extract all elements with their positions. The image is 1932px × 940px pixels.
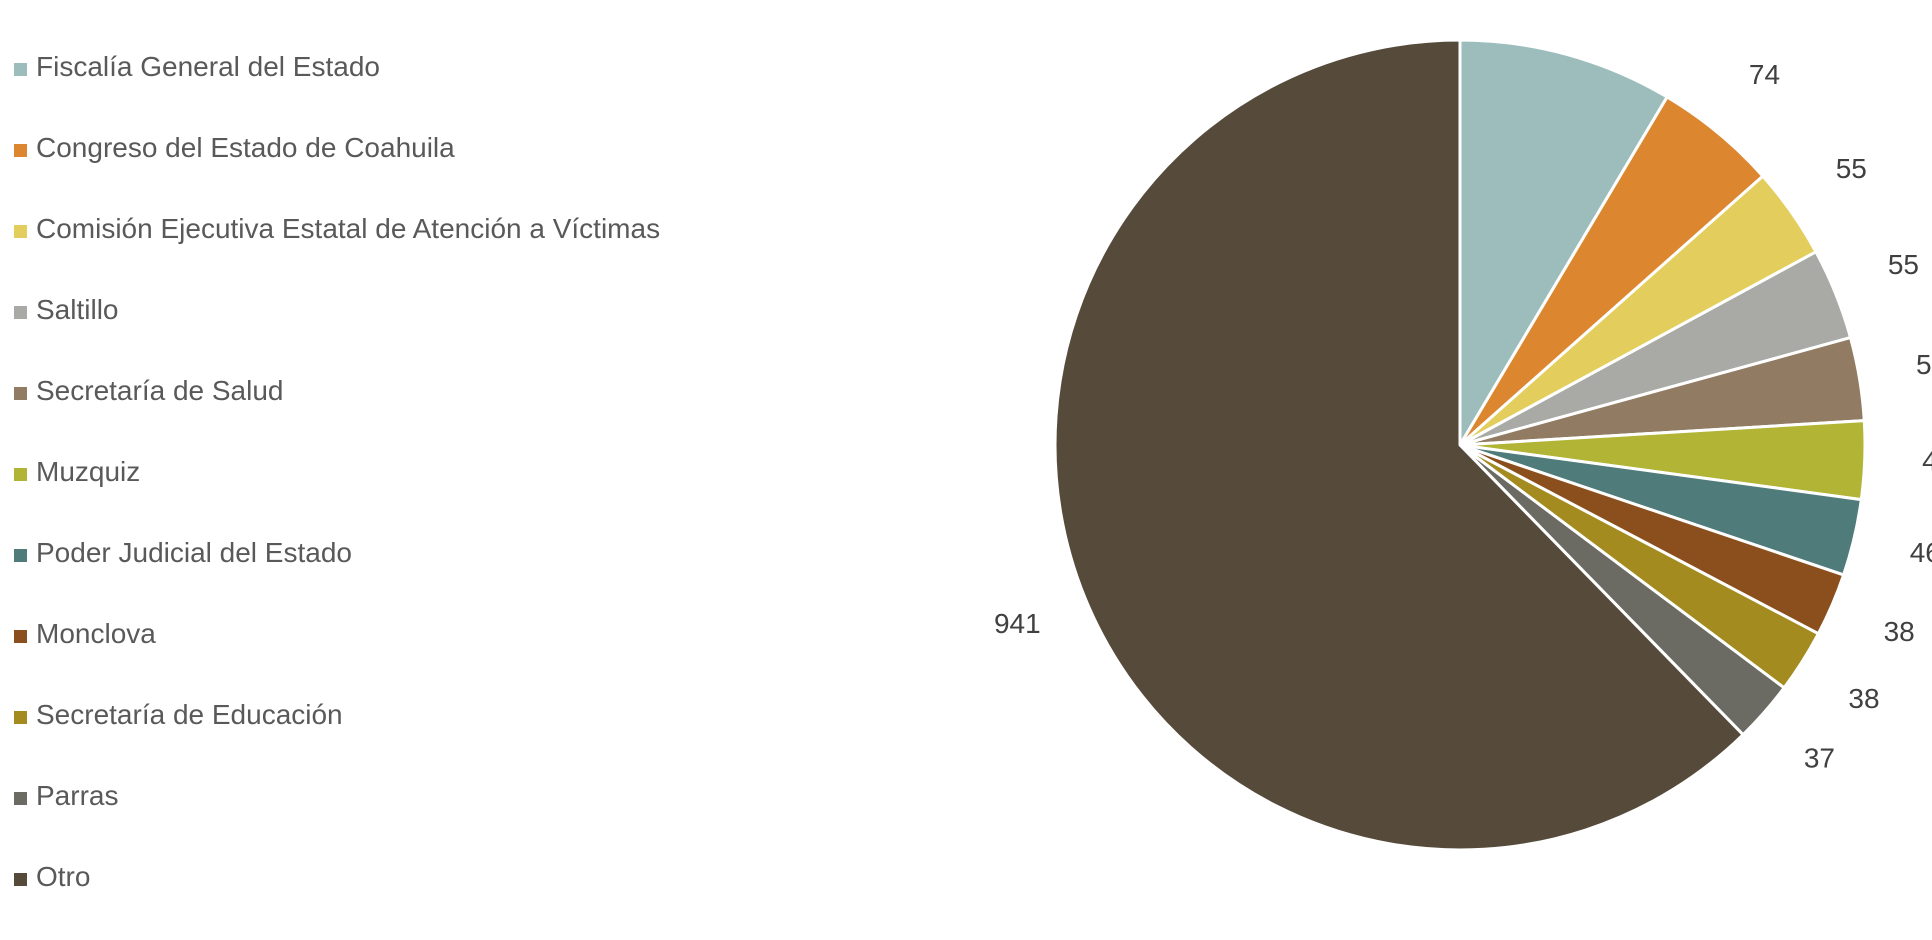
data-label: 55 <box>1836 153 1867 184</box>
data-label: 38 <box>1884 616 1915 647</box>
data-label: 47 <box>1922 445 1932 476</box>
legend-label: Comisión Ejecutiva Estatal de Atención a… <box>36 213 661 244</box>
data-label: 46 <box>1910 537 1932 568</box>
legend-swatch <box>14 630 27 643</box>
legend-item: Secretaría de Educación <box>14 697 660 778</box>
legend-item: Muzquiz <box>14 454 660 535</box>
data-label: 50 <box>1916 349 1932 380</box>
legend-swatch <box>14 873 27 886</box>
legend-label: Fiscalía General del Estado <box>36 51 380 82</box>
legend-swatch <box>14 549 27 562</box>
legend-item: Congreso del Estado de Coahuila <box>14 130 660 211</box>
legend-label: Secretaría de Salud <box>36 375 284 406</box>
data-label: 941 <box>994 608 1041 639</box>
pie-chart: 129745555504746383837941 <box>994 38 1932 852</box>
legend-item: Fiscalía General del Estado <box>14 49 660 130</box>
legend-swatch <box>14 711 27 724</box>
legend-swatch <box>14 63 27 76</box>
data-label: 74 <box>1749 59 1780 90</box>
legend-swatch <box>14 387 27 400</box>
legend-swatch <box>14 144 27 157</box>
legend-swatch <box>14 306 27 319</box>
legend-item: Saltillo <box>14 292 660 373</box>
legend-label: Saltillo <box>36 294 119 325</box>
legend-label: Otro <box>36 861 91 892</box>
legend-label: Monclova <box>36 618 156 649</box>
legend-item: Monclova <box>14 616 660 697</box>
legend-item: Otro <box>14 859 660 940</box>
legend-label: Secretaría de Educación <box>36 699 343 730</box>
legend-item: Parras <box>14 778 660 859</box>
legend-item: Poder Judicial del Estado <box>14 535 660 616</box>
legend-swatch <box>14 225 27 238</box>
legend-label: Parras <box>36 780 119 811</box>
pie-slice <box>1053 38 1745 852</box>
legend-item: Comisión Ejecutiva Estatal de Atención a… <box>14 211 660 292</box>
legend: Fiscalía General del Estado Congreso del … <box>14 49 660 940</box>
data-label: 37 <box>1804 742 1835 773</box>
legend-label: Muzquiz <box>36 456 141 487</box>
data-label: 55 <box>1888 249 1919 280</box>
legend-label: Poder Judicial del Estado <box>36 537 352 568</box>
legend-item: Secretaría de Salud <box>14 373 660 454</box>
pie-slice <box>1458 38 1669 447</box>
legend-label: Congreso del Estado de Coahuila <box>36 132 455 163</box>
legend-swatch <box>14 792 27 805</box>
legend-swatch <box>14 468 27 481</box>
data-label: 38 <box>1848 683 1879 714</box>
